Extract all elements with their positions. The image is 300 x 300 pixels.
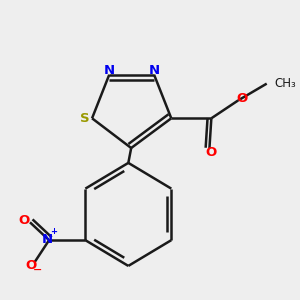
Text: O: O — [206, 146, 217, 160]
Text: −: − — [33, 265, 42, 275]
Text: N: N — [148, 64, 160, 77]
Text: N: N — [42, 233, 53, 246]
Text: O: O — [236, 92, 247, 105]
Text: N: N — [104, 64, 115, 77]
Text: O: O — [25, 260, 37, 272]
Text: O: O — [19, 214, 30, 227]
Text: CH₃: CH₃ — [274, 77, 296, 90]
Text: +: + — [50, 227, 57, 236]
Text: S: S — [80, 112, 89, 125]
